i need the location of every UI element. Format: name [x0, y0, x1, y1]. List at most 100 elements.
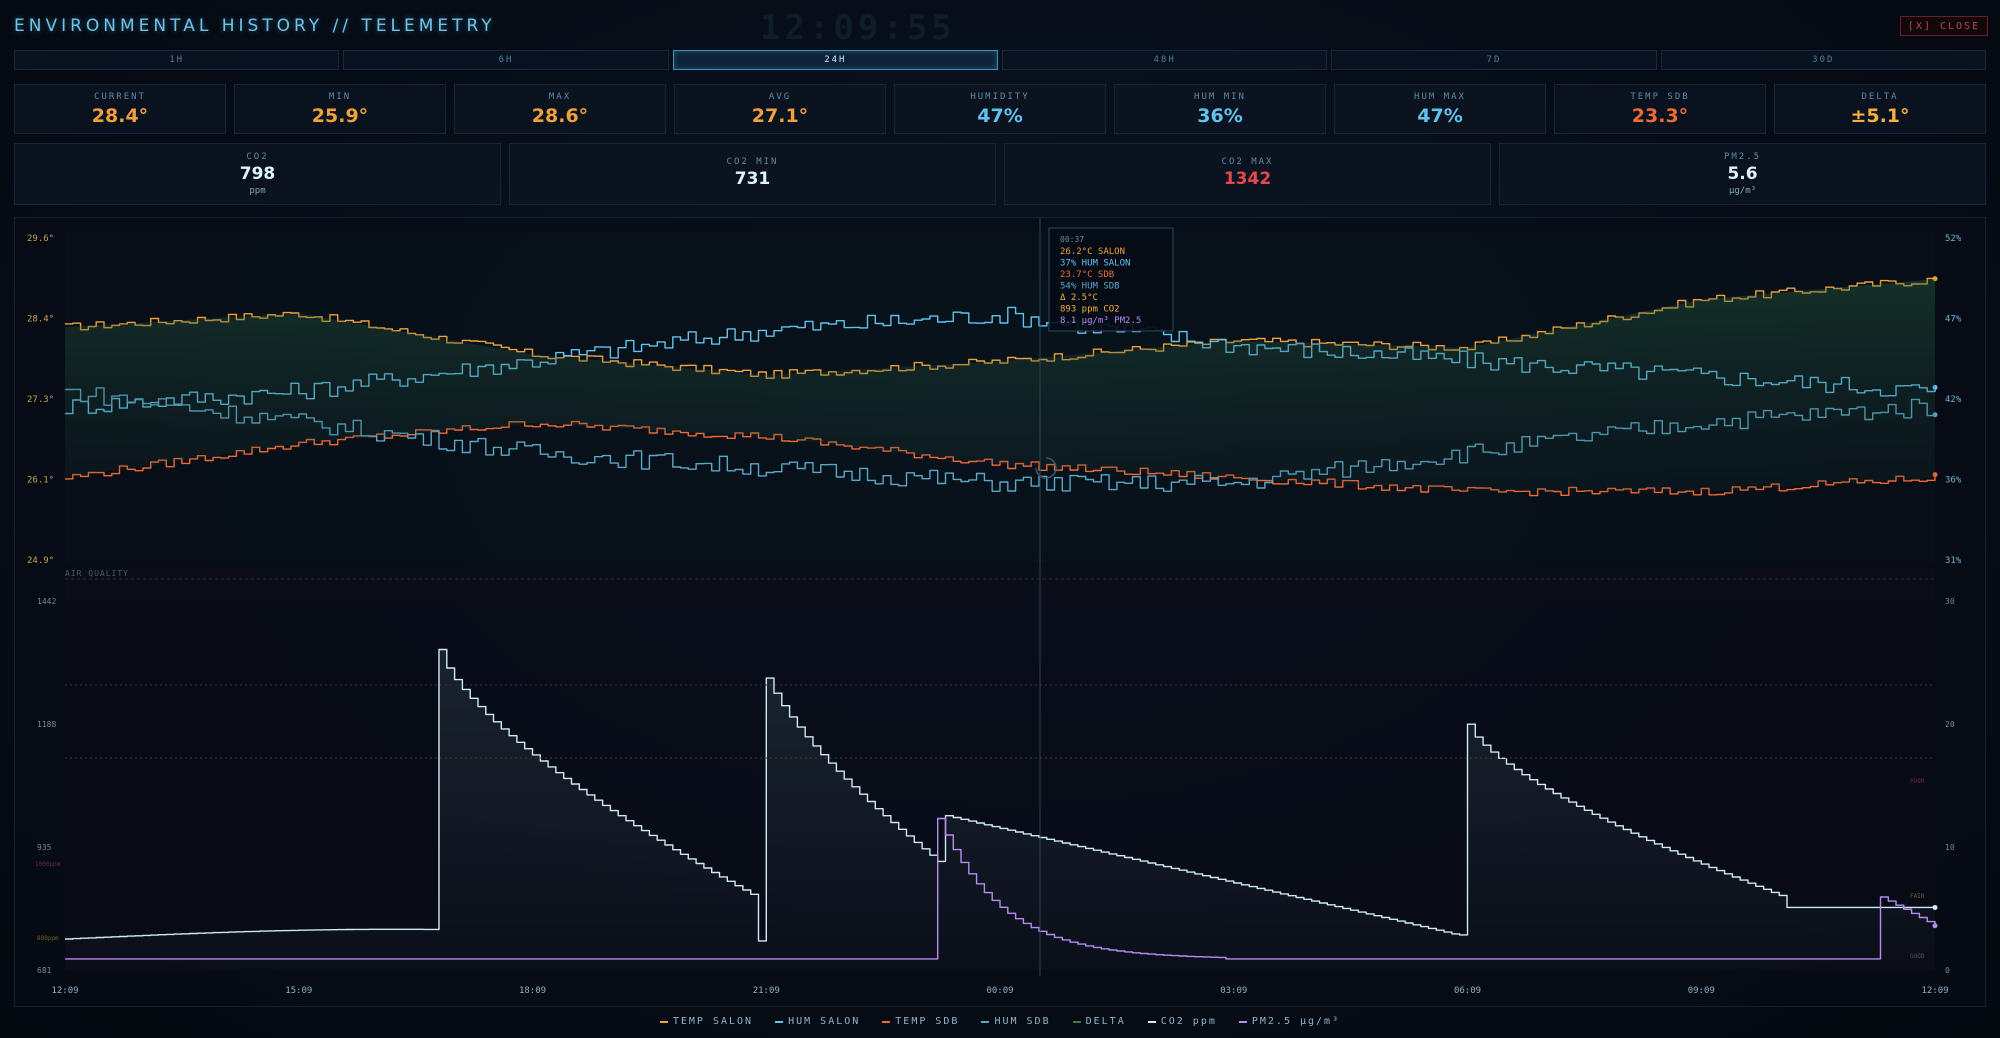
- stat-value: 798: [239, 164, 276, 184]
- pm-axis-label: 20: [1945, 720, 1955, 729]
- legend-label: CO2 ppm: [1160, 1016, 1217, 1027]
- legend-swatch: [981, 1020, 990, 1023]
- series-co2-ppm: [65, 648, 1935, 942]
- air-quality-label: AIR QUALITY: [65, 569, 129, 578]
- hum-axis-label: 47%: [1945, 315, 1962, 325]
- legend-pm25[interactable]: PM2.5 µg/m³: [1238, 1016, 1341, 1027]
- tab-6h[interactable]: 6H: [343, 50, 669, 70]
- stat-label: MIN: [328, 91, 352, 102]
- legend-swatch: [659, 1020, 668, 1023]
- legend-hum-sdb[interactable]: HUM SDB: [981, 1016, 1050, 1027]
- stat-label: CO2 MAX: [1221, 157, 1274, 167]
- series-pm2-5-g-m-endpoint: [1932, 923, 1938, 929]
- tooltip-line: 26.2°C SALON: [1060, 247, 1125, 257]
- tab-7d[interactable]: 7D: [1331, 50, 1657, 70]
- co2-threshold-label: 800ppm: [37, 935, 59, 942]
- stat-label: HUMIDITY: [970, 91, 1030, 102]
- stat-value: 5.6: [1727, 164, 1758, 184]
- stat-unit: µg/m³: [1728, 186, 1757, 196]
- pm-axis-label: 10: [1945, 843, 1955, 852]
- stat-avg: AVG 27.1°: [674, 84, 886, 134]
- stat-unit: ppm: [249, 186, 266, 196]
- x-axis-label: 06:09: [1454, 986, 1481, 996]
- stat-co2-max: CO2 MAX 1342: [1004, 143, 1491, 205]
- series-co2-ppm-endpoint: [1932, 904, 1938, 910]
- legend-label: DELTA: [1085, 1016, 1126, 1027]
- tab-label: 7D: [1486, 55, 1502, 65]
- stat-label: DELTA: [1861, 91, 1899, 102]
- tab-24h[interactable]: 24H: [672, 50, 998, 70]
- legend-temp-salon[interactable]: TEMP SALON: [659, 1016, 754, 1027]
- tab-label: 30D: [1812, 55, 1835, 65]
- stat-value: 27.1°: [751, 104, 809, 127]
- stat-hum-min: HUM MIN 36%: [1114, 84, 1326, 134]
- chart-legend: TEMP SALON HUM SALON TEMP SDB HUM SDB DE…: [0, 1016, 2000, 1027]
- close-button[interactable]: [X] CLOSE: [1900, 16, 1988, 36]
- hum-axis-label: 42%: [1945, 395, 1962, 405]
- legend-label: HUM SALON: [788, 1016, 861, 1027]
- pm-threshold-label: POOR: [1910, 778, 1925, 785]
- x-axis-label: 12:09: [51, 986, 78, 996]
- stat-co2: CO2 798 ppm: [14, 143, 501, 205]
- stat-label: CO2 MIN: [726, 157, 779, 167]
- hum-axis-label: 36%: [1945, 476, 1962, 486]
- legend-temp-sdb[interactable]: TEMP SDB: [882, 1016, 959, 1027]
- tooltip-line: 893 ppm CO2: [1060, 305, 1120, 315]
- series-pm2-5-g-m: [65, 817, 1936, 960]
- stat-value: 1342: [1223, 169, 1272, 189]
- telemetry-chart[interactable]: 29.6° 28.4° 27.3° 26.1° 24.9° 1442 1188 935 681 1…: [15, 218, 1985, 1006]
- stat-current: CURRENT 28.4°: [14, 84, 226, 134]
- stat-label: AVG: [768, 91, 792, 102]
- series-delta-band: [65, 279, 1935, 492]
- x-axis-label: 12:09: [1921, 986, 1948, 996]
- tab-label: 48H: [1153, 55, 1176, 65]
- hum-axis-label: 52%: [1945, 234, 1962, 244]
- tab-label: 6H: [498, 55, 514, 65]
- temp-axis-label: 27.3°: [27, 395, 54, 405]
- tab-1h[interactable]: 1H: [14, 50, 340, 70]
- x-axis-label: 03:09: [1220, 986, 1247, 996]
- legend-label: PM2.5 µg/m³: [1251, 1016, 1341, 1027]
- stats-row: CURRENT 28.4° MIN 25.9° MAX 28.6° AVG 27.1° …: [14, 84, 1986, 134]
- stat-label: CURRENT: [94, 91, 146, 102]
- stat-value: 25.9°: [311, 104, 369, 127]
- loading-spinner-icon: [1035, 457, 1057, 479]
- stat-value: ±5.1°: [1850, 104, 1910, 127]
- tooltip-line: 37% HUM SALON: [1060, 259, 1130, 269]
- temp-axis-label: 28.4°: [27, 315, 54, 325]
- tab-48h[interactable]: 48H: [1001, 50, 1328, 70]
- stat-hum-max: HUM MAX 47%: [1334, 84, 1546, 134]
- co2-axis-label: 1188: [37, 720, 56, 729]
- legend-swatch: [882, 1020, 891, 1023]
- legend-swatch: [1238, 1020, 1247, 1023]
- page-title: ENVIRONMENTAL HISTORY // TELEMETRY: [14, 16, 496, 36]
- stat-label: PM2.5: [1723, 152, 1762, 162]
- legend-co2[interactable]: CO2 ppm: [1147, 1016, 1217, 1027]
- stat-humidity: HUMIDITY 47%: [894, 84, 1106, 134]
- tooltip-line: 8.1 µg/m³ PM2.5: [1060, 316, 1141, 326]
- pm-axis-label: 0: [1945, 966, 1950, 975]
- tab-label: 1H: [169, 55, 185, 65]
- legend-hum-salon[interactable]: HUM SALON: [775, 1016, 860, 1027]
- tab-30d[interactable]: 30D: [1660, 50, 1986, 70]
- stat-value: 36%: [1197, 104, 1243, 127]
- hum-axis-label: 31%: [1945, 556, 1962, 566]
- stat-label: TEMP SDB: [1630, 91, 1690, 102]
- chart-panel[interactable]: 29.6° 28.4° 27.3° 26.1° 24.9° 1442 1188 935 681 1…: [14, 217, 1986, 1007]
- x-axis-label: 15:09: [285, 986, 312, 996]
- stat-label: HUM MAX: [1414, 91, 1466, 102]
- legend-swatch: [775, 1020, 784, 1023]
- stat-label: MAX: [548, 91, 572, 102]
- stat-value: 28.6°: [531, 104, 589, 127]
- x-axis-label: 21:09: [753, 986, 780, 996]
- stat-pm25: PM2.5 5.6 µg/m³: [1499, 143, 1986, 205]
- tooltip-time: 00:37: [1060, 235, 1084, 244]
- legend-delta[interactable]: DELTA: [1072, 1016, 1126, 1027]
- pm-axis-label: 30: [1945, 597, 1955, 606]
- pm-threshold-label: FAIR: [1910, 893, 1925, 900]
- temp-axis-label: 29.6°: [27, 234, 54, 244]
- tab-label: 24H: [824, 55, 847, 65]
- legend-label: TEMP SALON: [672, 1016, 754, 1027]
- stat-delta: DELTA ±5.1°: [1774, 84, 1986, 134]
